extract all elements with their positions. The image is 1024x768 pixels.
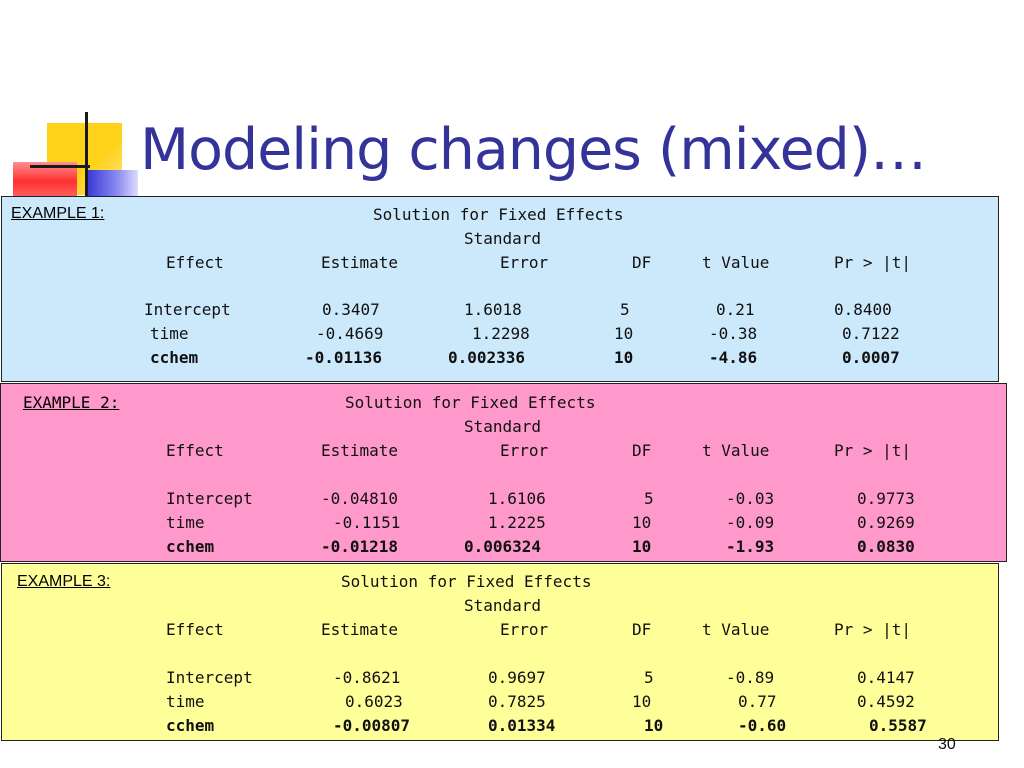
example-1-panel: EXAMPLE 1: Solution for Fixed Effects St… [1, 196, 999, 382]
example-label: EXAMPLE 3: [17, 573, 111, 590]
row-estimate: -0.1151 [333, 513, 401, 532]
row-pvalue: 0.9269 [857, 513, 915, 532]
row-estimate: 0.3407 [322, 300, 380, 319]
row-effect: cchem [150, 348, 199, 367]
row-error: 0.006324 [464, 537, 542, 556]
row-tvalue: -0.09 [726, 513, 775, 532]
row-df: 10 [614, 324, 634, 343]
row-pvalue: 0.0830 [857, 537, 915, 556]
row-tvalue: -4.86 [709, 348, 758, 367]
row-effect: time [166, 692, 205, 711]
column-header-effect: Effect [166, 620, 224, 639]
row-pvalue: 0.8400 [834, 300, 892, 319]
row-effect: cchem [166, 537, 215, 556]
row-tvalue: 0.77 [738, 692, 777, 711]
row-effect: time [166, 513, 205, 532]
row-tvalue: -0.38 [709, 324, 758, 343]
example-label: EXAMPLE 1: [11, 205, 105, 222]
row-pvalue: 0.4147 [857, 668, 915, 687]
title-decoration-horizontal-line [30, 165, 90, 168]
row-tvalue: -0.60 [738, 716, 787, 735]
column-header-pvalue: Pr > |t| [834, 620, 912, 639]
column-header-tvalue: t Value [702, 253, 770, 272]
row-effect: time [150, 324, 189, 343]
table-heading: Solution for Fixed Effects [345, 393, 596, 412]
row-df: 10 [614, 348, 634, 367]
example-label: EXAMPLE 2: [23, 393, 120, 412]
column-header-df: DF [632, 253, 652, 272]
column-header-error: Error [500, 253, 549, 272]
row-pvalue: 0.5587 [869, 716, 927, 735]
table-heading: Solution for Fixed Effects [373, 205, 624, 224]
column-header-tvalue: t Value [702, 620, 770, 639]
column-header-error: Error [500, 441, 549, 460]
column-subheading: Standard [464, 229, 542, 248]
row-estimate: 0.6023 [345, 692, 403, 711]
row-error: 0.01334 [488, 716, 556, 735]
column-header-pvalue: Pr > |t| [834, 441, 912, 460]
row-error: 1.2225 [488, 513, 546, 532]
row-df: 10 [632, 537, 652, 556]
row-estimate: -0.01136 [305, 348, 383, 367]
page-number: 30 [938, 736, 956, 753]
column-header-effect: Effect [166, 253, 224, 272]
row-error: 1.6018 [464, 300, 522, 319]
column-header-estimate: Estimate [321, 441, 399, 460]
row-error: 0.9697 [488, 668, 546, 687]
example-2-panel: EXAMPLE 2: Solution for Fixed Effects St… [0, 383, 1007, 562]
table-heading: Solution for Fixed Effects [341, 572, 592, 591]
column-header-estimate: Estimate [321, 620, 399, 639]
column-header-estimate: Estimate [321, 253, 399, 272]
row-effect: cchem [166, 716, 215, 735]
row-estimate: -0.4669 [316, 324, 384, 343]
row-error: 1.2298 [472, 324, 530, 343]
row-pvalue: 0.7122 [842, 324, 900, 343]
row-effect: Intercept [166, 489, 253, 508]
row-pvalue: 0.0007 [842, 348, 900, 367]
column-header-pvalue: Pr > |t| [834, 253, 912, 272]
column-header-effect: Effect [166, 441, 224, 460]
row-error: 0.7825 [488, 692, 546, 711]
column-header-df: DF [632, 620, 652, 639]
row-effect: Intercept [144, 300, 231, 319]
column-header-error: Error [500, 620, 549, 639]
title-decoration-vertical-line [85, 112, 88, 198]
row-estimate: -0.8621 [333, 668, 401, 687]
row-df: 10 [644, 716, 664, 735]
row-df: 5 [620, 300, 630, 319]
column-subheading: Standard [464, 596, 542, 615]
title-decoration-blue-rectangle [88, 170, 138, 197]
row-tvalue: 0.21 [716, 300, 755, 319]
row-error: 1.6106 [488, 489, 546, 508]
column-header-tvalue: t Value [702, 441, 770, 460]
row-estimate: -0.00807 [333, 716, 411, 735]
row-df: 10 [632, 692, 652, 711]
row-estimate: -0.04810 [321, 489, 399, 508]
column-subheading: Standard [464, 417, 542, 436]
example-3-panel: EXAMPLE 3: Solution for Fixed Effects St… [1, 563, 999, 741]
row-tvalue: -0.03 [726, 489, 775, 508]
row-pvalue: 0.4592 [857, 692, 915, 711]
slide-title: Modeling changes (mixed)… [140, 117, 927, 183]
row-df: 5 [644, 489, 654, 508]
row-tvalue: -1.93 [726, 537, 775, 556]
row-df: 5 [644, 668, 654, 687]
row-pvalue: 0.9773 [857, 489, 915, 508]
row-df: 10 [632, 513, 652, 532]
column-header-df: DF [632, 441, 652, 460]
row-effect: Intercept [166, 668, 253, 687]
row-error: 0.002336 [448, 348, 526, 367]
row-tvalue: -0.89 [726, 668, 775, 687]
row-estimate: -0.01218 [321, 537, 399, 556]
